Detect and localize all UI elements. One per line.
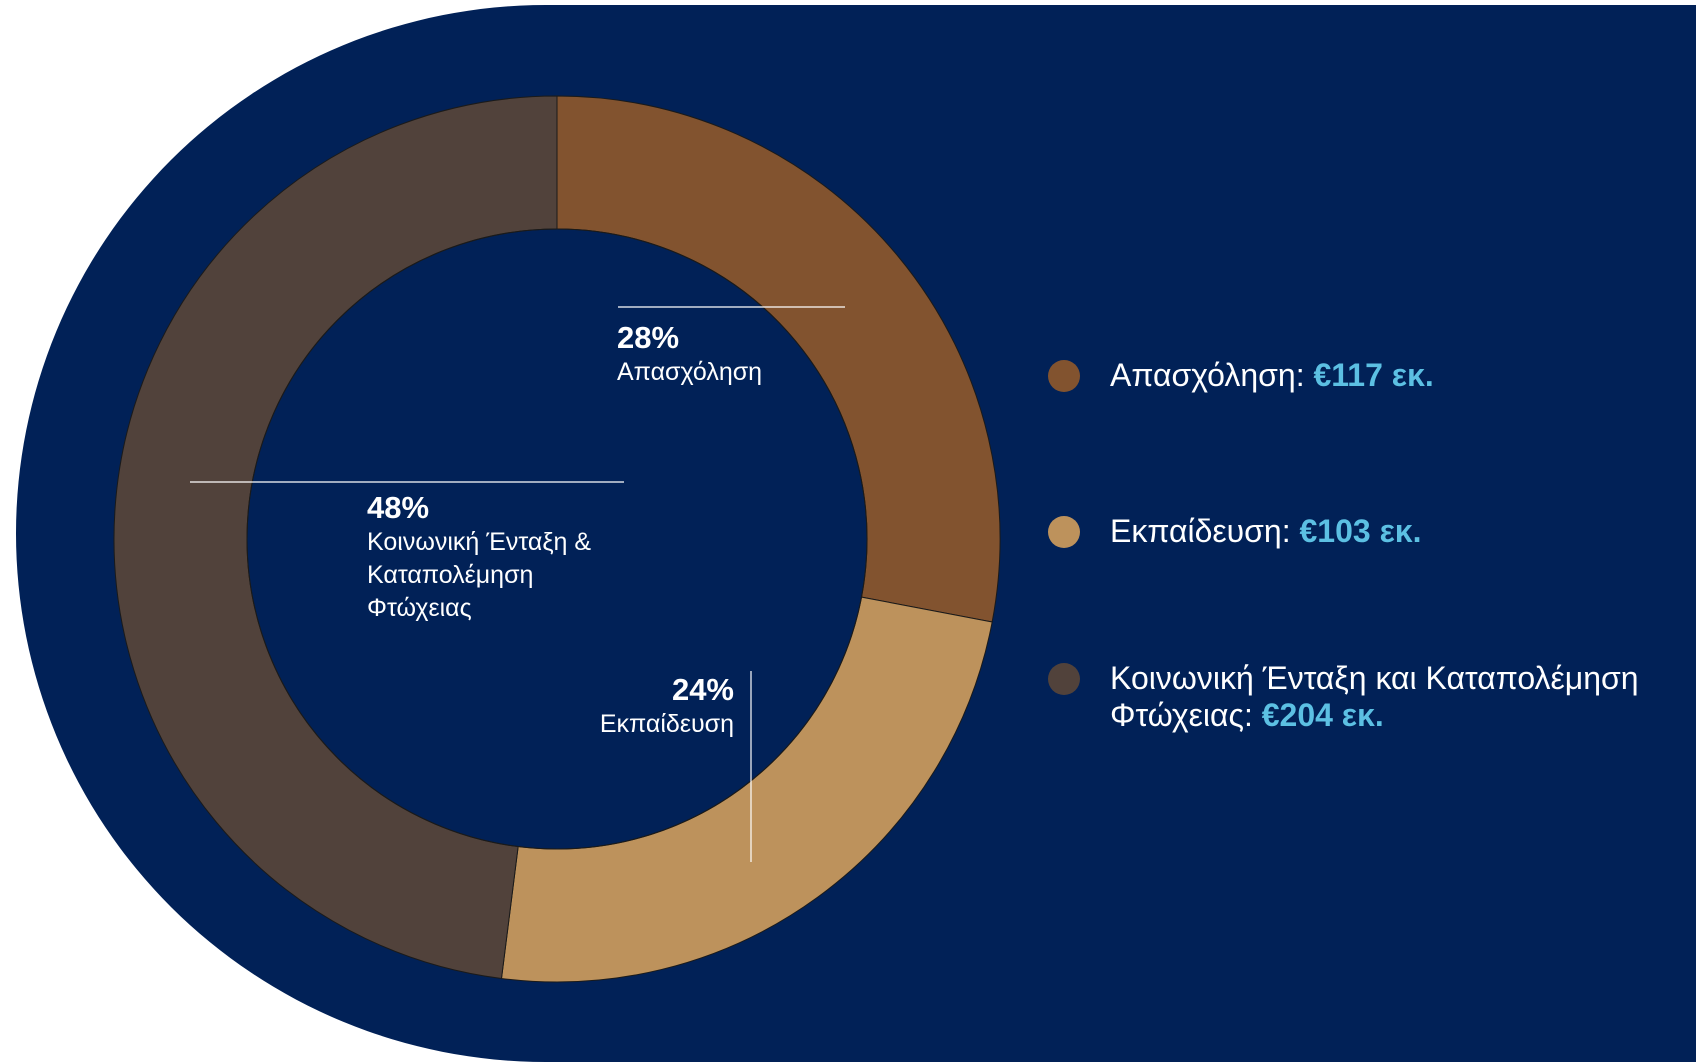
percent-label: 48% <box>367 490 430 525</box>
category-label: Εκπαίδευση <box>599 710 734 738</box>
legend-entry: Απασχόληση: €117 εκ. <box>1110 357 1690 394</box>
legend-label: Εκπαίδευση: <box>1110 513 1291 549</box>
background-shape <box>16 5 1696 1062</box>
legend-entry: Κοινωνική Ένταξη και Καταπολέμηση Φτώχει… <box>1110 660 1690 734</box>
legend-entry: Εκπαίδευση: €103 εκ. <box>1110 513 1690 550</box>
segment-label: 28% Απασχόληση <box>617 320 762 389</box>
legend-swatch <box>1048 516 1080 548</box>
legend-amount: €103 εκ. <box>1299 513 1422 549</box>
legend-amount: €204 εκ. <box>1261 697 1384 733</box>
inner-edge <box>246 228 868 850</box>
legend-swatch <box>1048 663 1080 695</box>
percent-label: 28% <box>617 320 680 355</box>
category-label: Κοινωνική Ένταξη & Καταπολέμηση Φτώχειας <box>367 528 592 622</box>
legend-amount: €117 εκ. <box>1313 357 1434 393</box>
percent-label: 24% <box>671 672 734 707</box>
category-label: Απασχόληση <box>617 358 763 386</box>
segment-label: 48% Κοινωνική Ένταξη & Καταπολέμηση Φτώχε… <box>367 490 592 625</box>
legend-label: Κοινωνική Ένταξη και Καταπολέμηση Φτώχει… <box>1110 660 1639 733</box>
segment-label: 24% Εκπαίδευση <box>600 672 734 741</box>
legend-swatch <box>1048 360 1080 392</box>
legend-label: Απασχόληση: <box>1110 357 1305 393</box>
